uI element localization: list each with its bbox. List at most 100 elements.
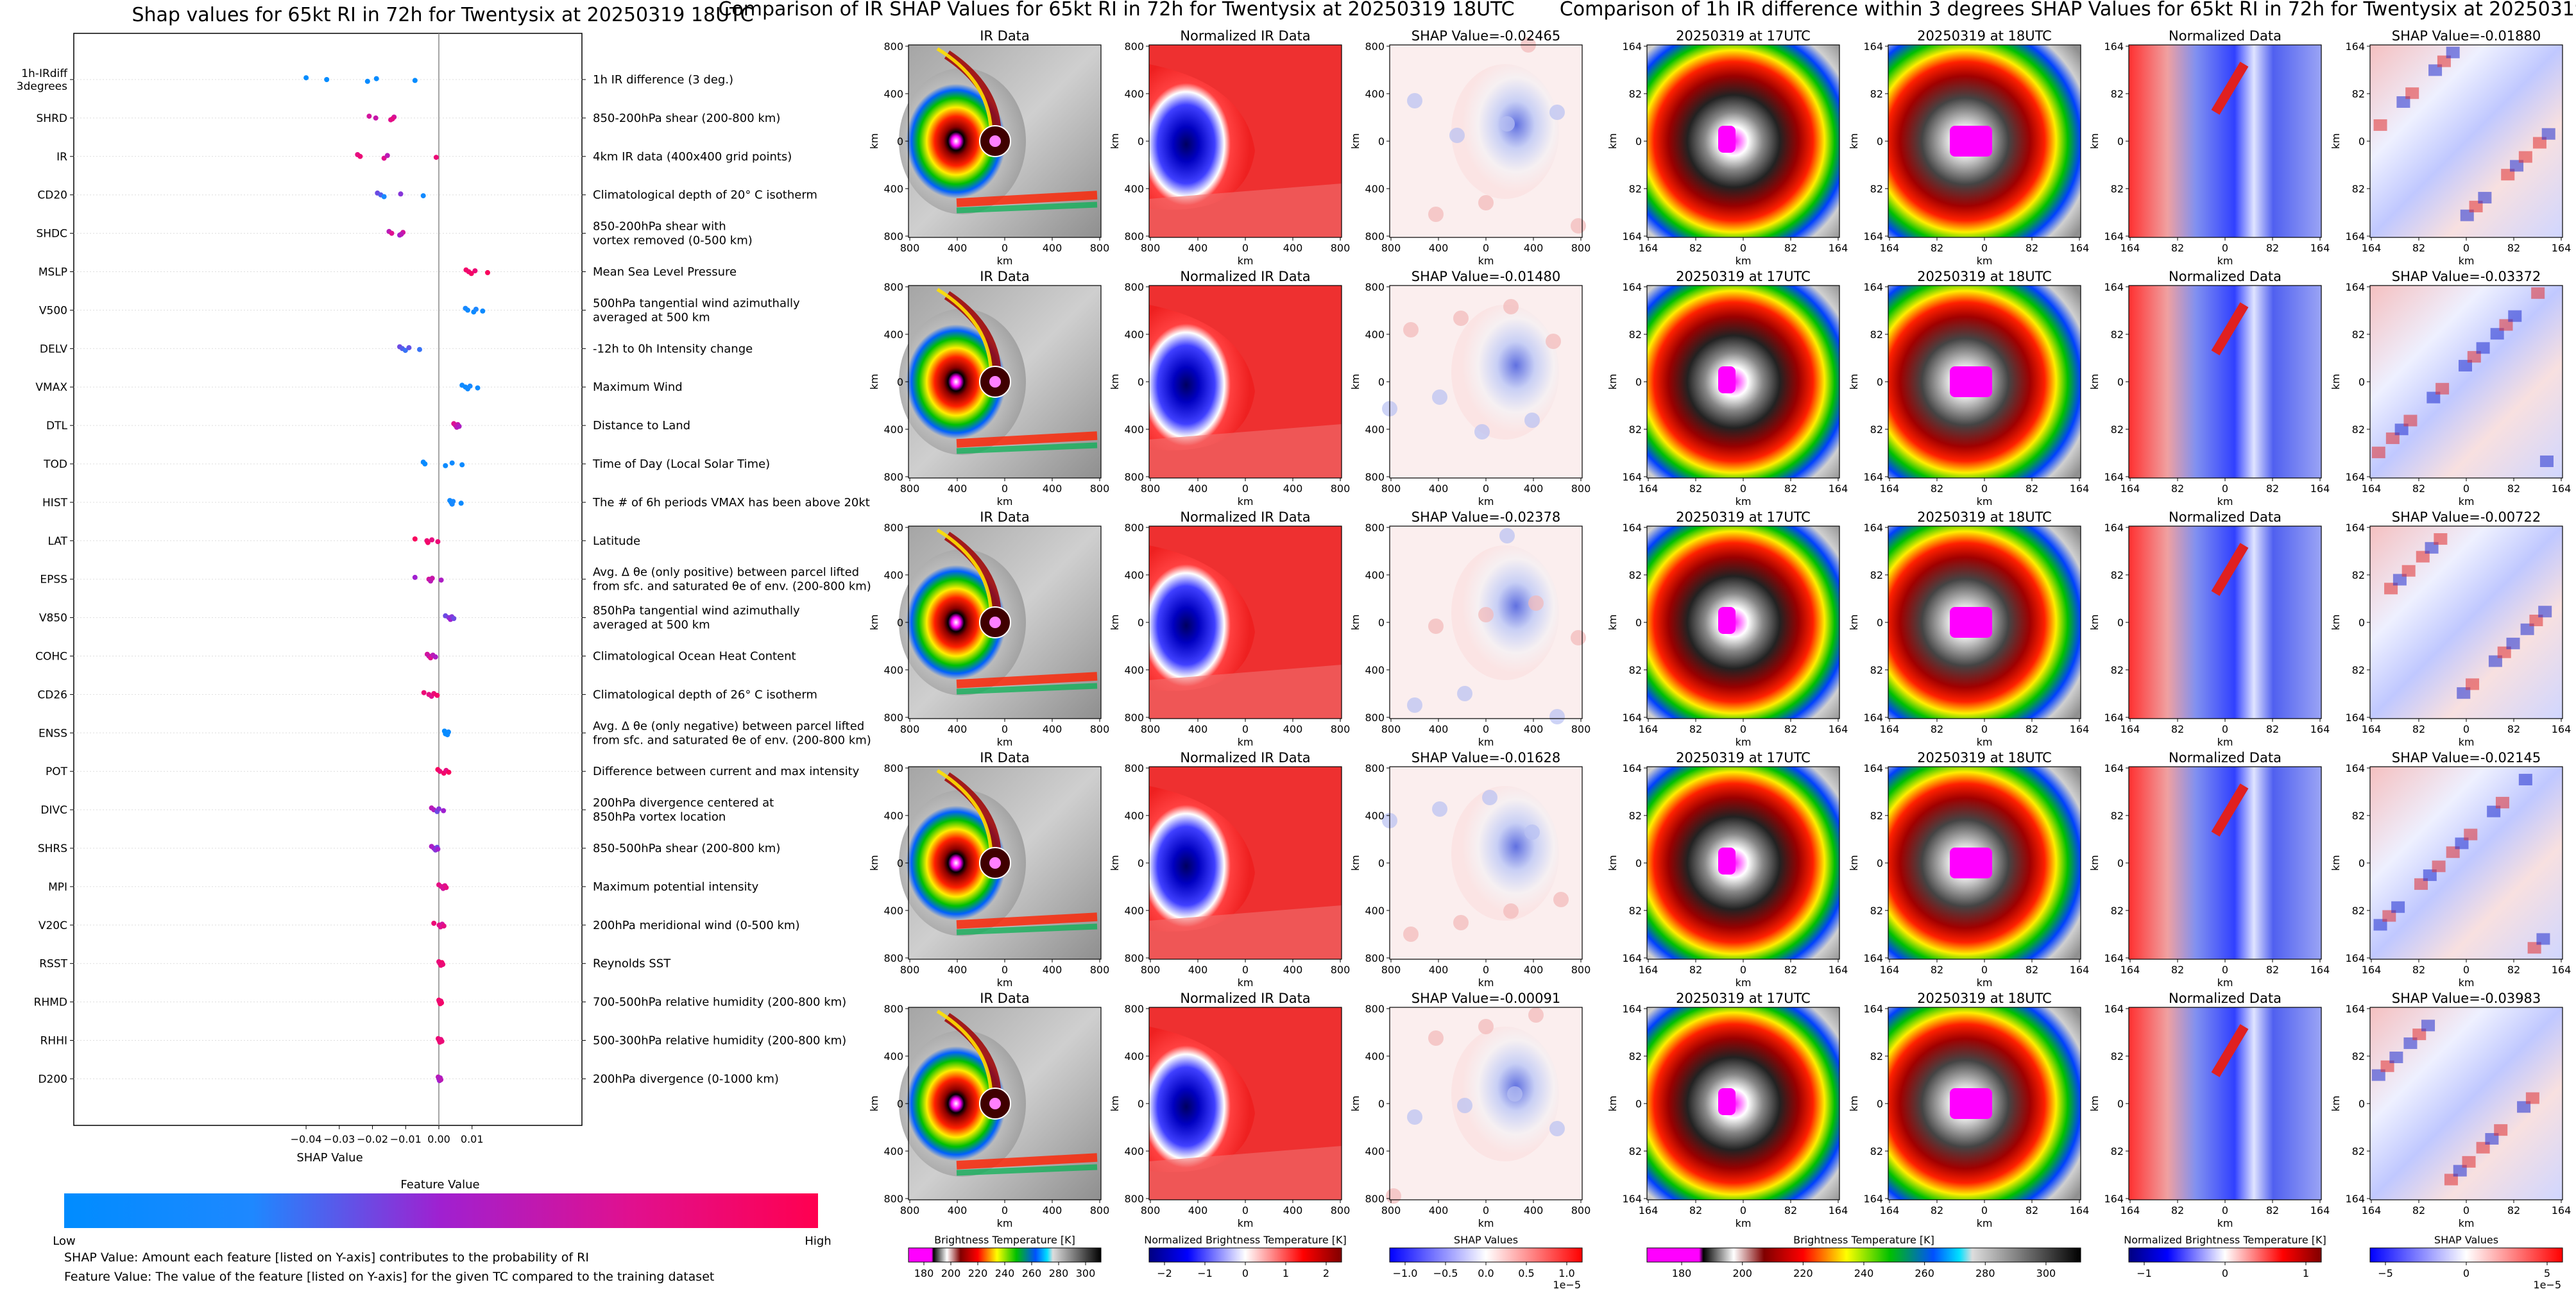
- feature-name: SHRS: [38, 842, 67, 855]
- zoom-shap-patch: [2371, 447, 2385, 459]
- feature-name: DELV: [40, 343, 67, 355]
- y-tick-label: 164: [1863, 952, 1883, 964]
- y-axis-label: km: [2330, 374, 2342, 390]
- shap-point: [467, 383, 473, 389]
- right-panel-r4-c3: Normalized Data1641648282008282164164kmk…: [2088, 750, 2330, 989]
- feature-name: POT: [46, 765, 68, 778]
- x-axis-label: km: [1977, 1217, 1993, 1229]
- zoom-shap-patch: [2476, 1141, 2490, 1154]
- x-tick-label: 0: [2463, 242, 2469, 254]
- y-tick-label: 0: [1378, 1098, 1385, 1110]
- shap-point: [398, 191, 404, 197]
- y-tick-label: 82: [2111, 905, 2124, 917]
- cloud-tail-edge: [956, 201, 1098, 214]
- y-tick-label: 400: [1365, 88, 1385, 100]
- y-tick-label: 0: [1635, 135, 1642, 148]
- shap-patch: [1432, 801, 1447, 817]
- y-tick-label: 400: [1365, 810, 1385, 822]
- feature-description: Avg. Δ θe (only negative) between parcel…: [593, 719, 864, 733]
- right-panel-r1-c4: SHAP Value=-0.01880164164828200828216416…: [2330, 28, 2571, 267]
- subplot-title: SHAP Value=-0.02378: [1412, 509, 1561, 525]
- zoom-shap-patch: [2446, 46, 2460, 58]
- shap-point: [303, 75, 309, 81]
- x-tick-label: 0: [2222, 482, 2228, 495]
- zoom-shap-patch: [2435, 382, 2450, 395]
- x-axis-label: km: [997, 736, 1013, 748]
- shap-patch: [1571, 630, 1586, 645]
- feature-description: Reynolds SST: [593, 957, 671, 971]
- feature-name: D200: [38, 1073, 67, 1086]
- feature-name: EPSS: [40, 574, 67, 586]
- y-axis-label: km: [868, 133, 880, 149]
- y-axis-label: km: [1109, 374, 1121, 390]
- subplot-title: 20250319 at 18UTC: [1917, 509, 2052, 525]
- colorbar-tick-label: 5: [2544, 1267, 2550, 1279]
- colorbar-tick-label: −1.0: [1393, 1267, 1418, 1279]
- y-tick-label: 164: [2345, 281, 2365, 293]
- x-tick-label: 82: [2266, 482, 2279, 495]
- shap-point: [412, 574, 418, 580]
- y-tick-label: 164: [1863, 522, 1883, 534]
- x-tick-label: 0: [2222, 242, 2228, 254]
- zoom-shap-patch: [2464, 828, 2478, 841]
- x-tick-label: 164: [2120, 723, 2140, 735]
- zoom-shap-patch: [2518, 774, 2532, 786]
- shap-point: [429, 576, 435, 581]
- y-axis-label: km: [1607, 133, 1619, 149]
- x-tick-label: 164: [1639, 482, 1659, 495]
- colorbar-tick-label: 300: [1076, 1267, 1096, 1279]
- subplot-title: SHAP Value=-0.00091: [1412, 991, 1561, 1006]
- subplot-title: Normalized IR Data: [1180, 509, 1310, 525]
- y-tick-label: 0: [1635, 617, 1642, 629]
- shap-patch: [1507, 1086, 1523, 1102]
- x-tick-label: 400: [1043, 1204, 1062, 1216]
- x-tick-label: 164: [2310, 242, 2330, 254]
- x-tick-label: 400: [1043, 482, 1062, 495]
- feature-name: RSST: [39, 958, 67, 971]
- right-panel-r4-c1: 20250319 at 17UTC1641648282008282164164k…: [1607, 750, 1848, 989]
- x-tick-label: 400: [1283, 1204, 1303, 1216]
- y-tick-label: 164: [1622, 522, 1642, 534]
- colorbar: Normalized Brightness Temperature [K] −1 0…: [2124, 1234, 2326, 1279]
- feature-description: Mean Sea Level Pressure: [593, 266, 737, 279]
- y-tick-label: 400: [883, 329, 903, 341]
- x-tick-label: 800: [1381, 964, 1401, 976]
- mid-panel-r3-c3: SHAP Value=-0.02378800800400400004004008…: [1349, 509, 1591, 748]
- shap-patch: [1499, 116, 1515, 132]
- subplot-title: IR Data: [980, 269, 1030, 284]
- y-tick-label: 82: [1629, 905, 1642, 917]
- x-tick-label: 800: [1090, 1204, 1110, 1216]
- x-axis-label: km: [1977, 736, 1993, 748]
- x-tick-label: 164: [2070, 242, 2090, 254]
- zoom-shap-patch: [2459, 359, 2472, 371]
- x-tick-label: 82: [2026, 242, 2038, 254]
- zoom-shap-patch: [2531, 287, 2545, 299]
- feature-name: COHC: [35, 651, 67, 663]
- x-axis-label: km: [2459, 495, 2475, 508]
- y-axis-label: km: [1109, 855, 1121, 871]
- x-tick-label: 0: [1981, 1204, 1988, 1216]
- zoom-shap-background: [2370, 45, 2563, 237]
- x-tick-label: 82: [2026, 482, 2038, 495]
- zoom-shap-patch: [2501, 169, 2515, 181]
- x-tick-label: 0: [1242, 242, 1249, 254]
- shap-patch: [1403, 926, 1419, 942]
- feature-name: 1h-IRdiff: [21, 67, 68, 80]
- x-tick-label: 164: [2310, 723, 2330, 735]
- zoom-shap-patch: [2416, 551, 2430, 563]
- y-tick-label: 82: [2352, 905, 2365, 917]
- x-tick-label: 82: [2171, 242, 2184, 254]
- x-tick-label: 82: [2507, 964, 2520, 976]
- y-tick-label: 82: [2111, 1145, 2124, 1157]
- feature-colorbar-high: High: [805, 1234, 831, 1248]
- y-axis-label: km: [1109, 1096, 1121, 1112]
- y-tick-label: 400: [1124, 183, 1144, 195]
- x-tick-label: 82: [2412, 482, 2425, 495]
- y-tick-label: 0: [1378, 857, 1385, 869]
- zoom-norm-band: [2211, 302, 2249, 355]
- y-tick-label: 800: [1365, 40, 1385, 53]
- y-tick-label: 800: [883, 230, 903, 243]
- feature-description-line2: averaged at 500 km: [593, 619, 710, 632]
- y-axis-label: km: [2088, 615, 2101, 631]
- shap-patch: [1474, 424, 1490, 440]
